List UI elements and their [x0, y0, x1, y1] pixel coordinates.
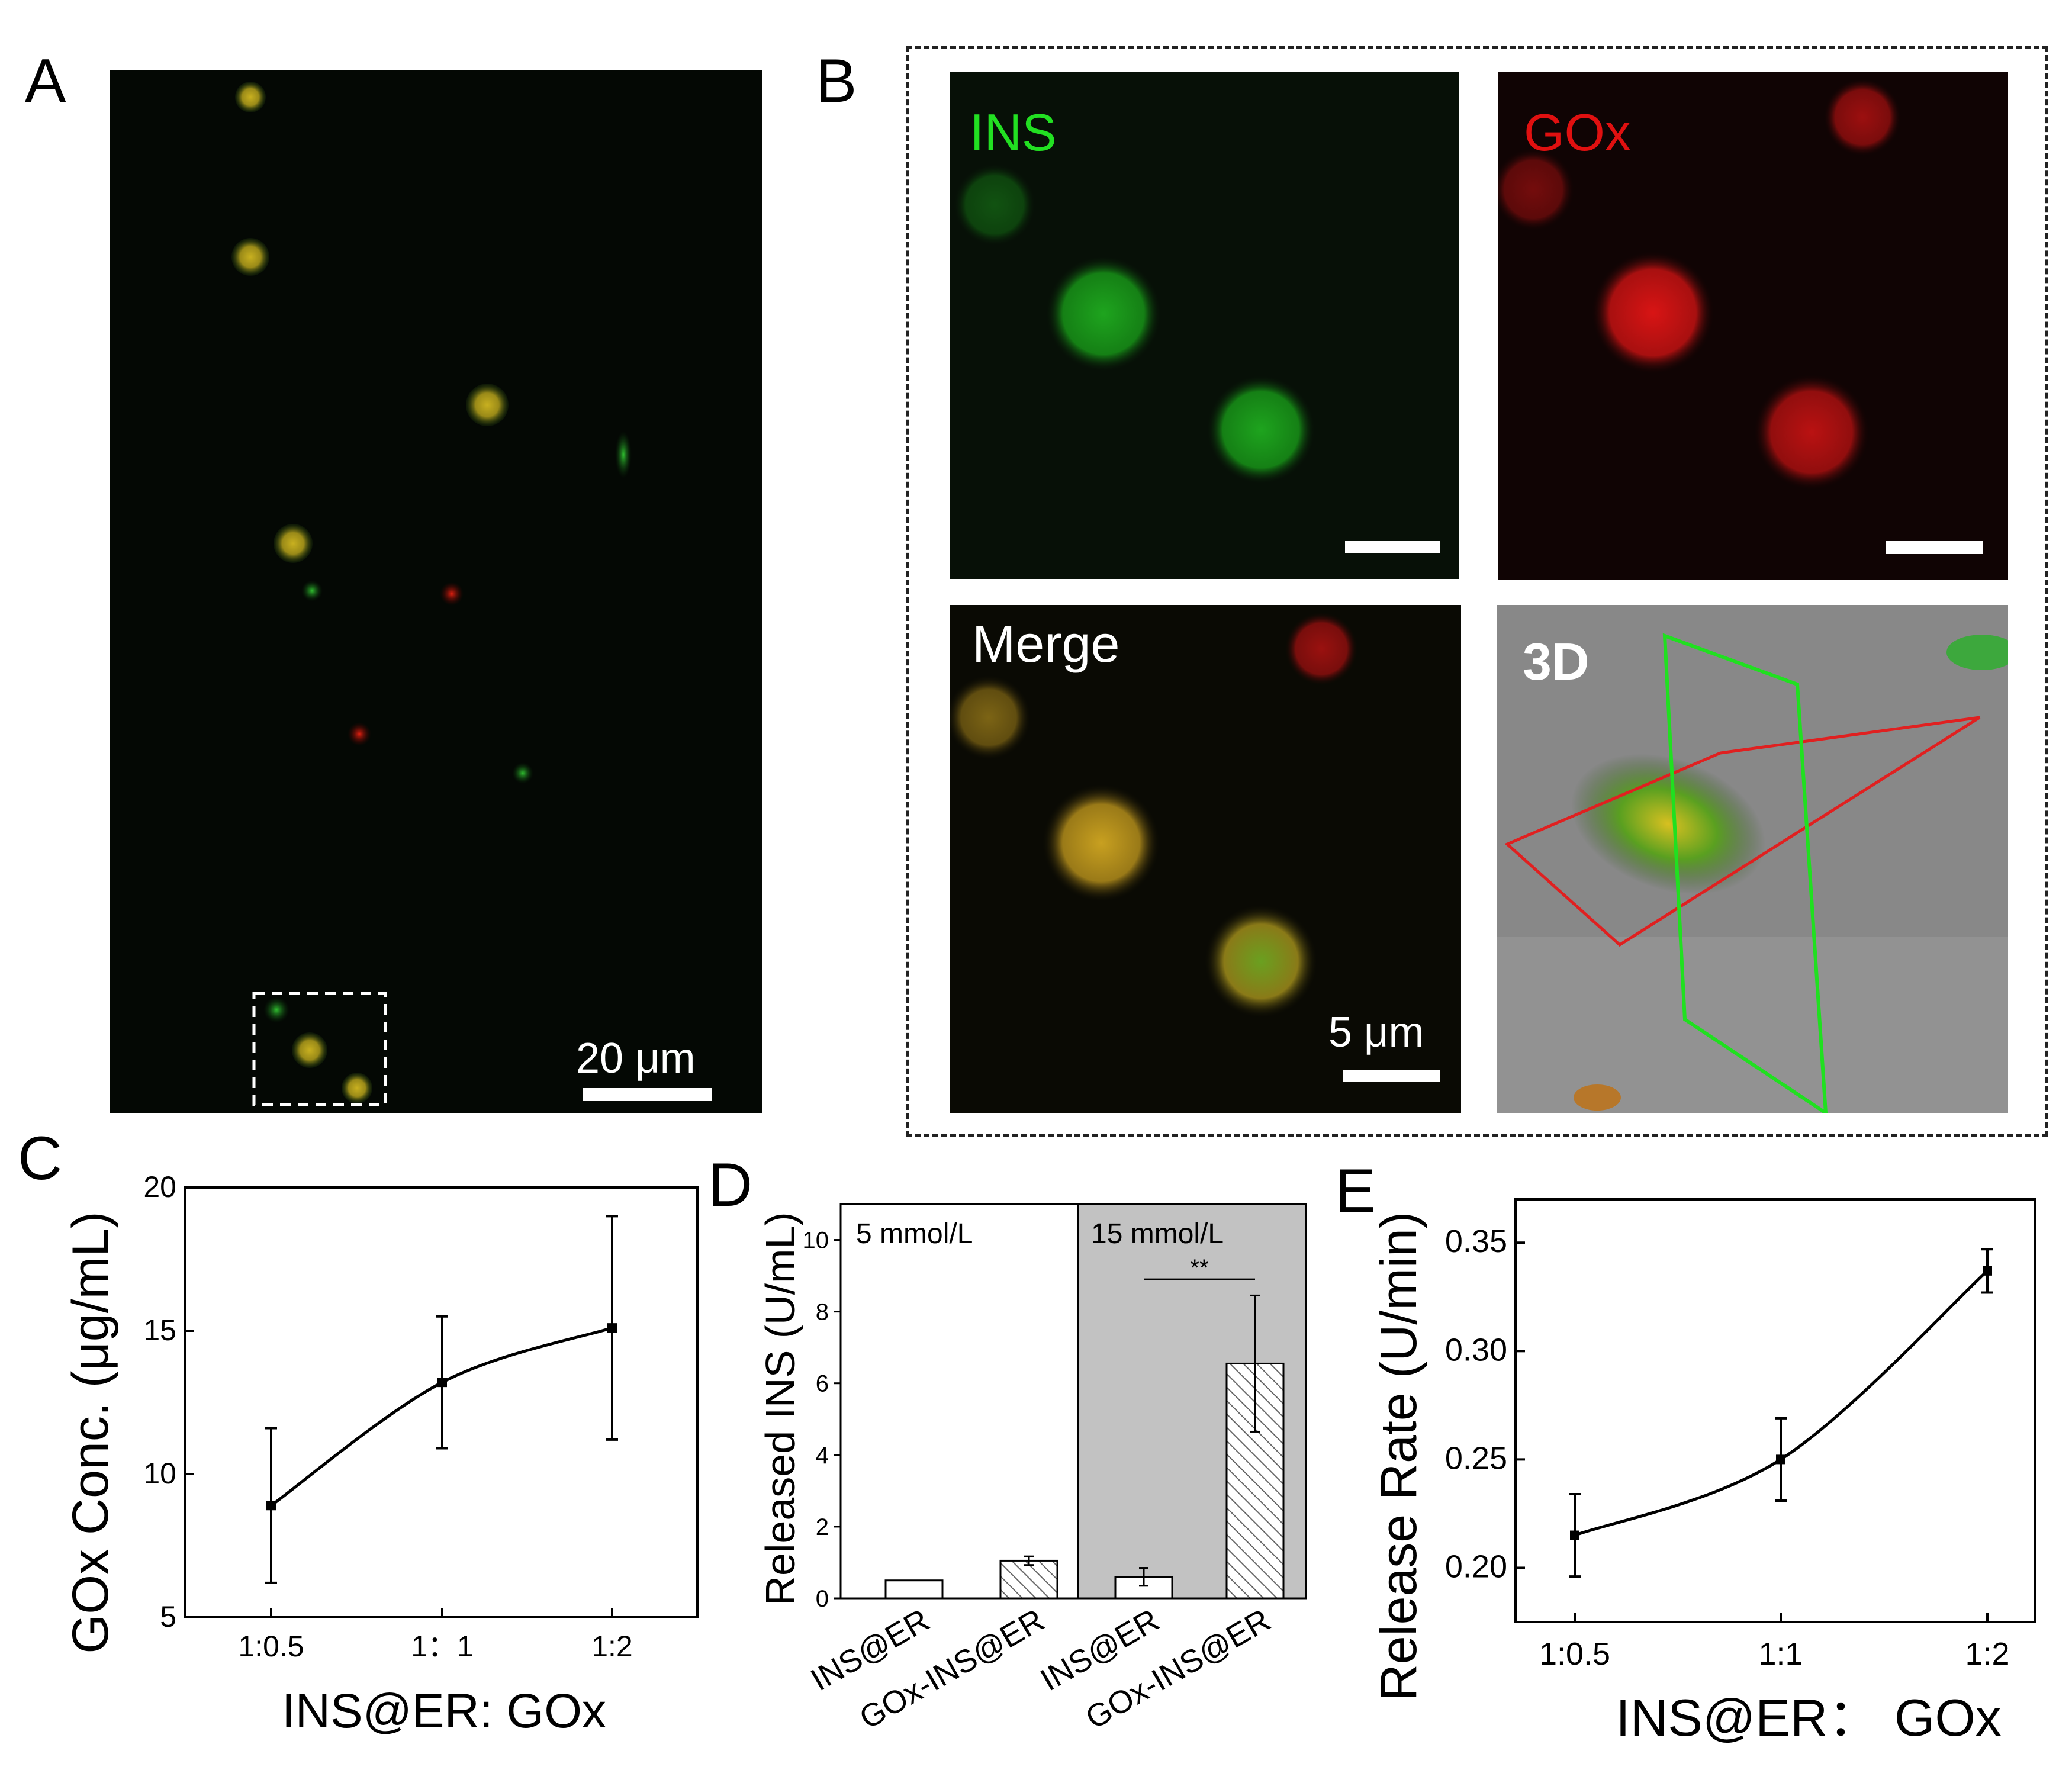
plot-frame	[839, 1203, 1307, 1600]
x-tick-label: 1:1	[1758, 1636, 1803, 1672]
y-tick-label: 0.30	[1445, 1332, 1507, 1367]
ins-channel-label: INS	[970, 103, 1057, 162]
panel-b-frame	[906, 46, 2048, 1137]
y-axis-label: GOx Conc. (μg/mL)	[62, 1211, 119, 1653]
plot-frame	[1514, 1198, 2036, 1623]
green-clipping-plane	[1662, 633, 1828, 1113]
x-axis-label: INS@ER: GOx	[282, 1684, 606, 1738]
scale-bar-label: 5 μm	[1328, 1009, 1424, 1056]
x-tick-label: 1:0.5	[238, 1630, 304, 1663]
cell	[231, 238, 269, 276]
panel-label-e: E	[1335, 1157, 1376, 1225]
red-clipping-plane	[1504, 716, 1981, 947]
gox-channel-label: GOx	[1524, 103, 1631, 162]
x-tick-label: 1:2	[591, 1630, 633, 1663]
cell	[953, 163, 1036, 246]
group-label: 15 mmol/L	[1091, 1218, 1224, 1250]
cell	[292, 1032, 327, 1068]
data-point	[1983, 1266, 1992, 1276]
cell	[512, 762, 533, 784]
x-tick-label: 1:0.5	[1539, 1636, 1610, 1672]
merge-label: Merge	[972, 614, 1120, 673]
gox-cells	[1498, 78, 1983, 554]
cell	[342, 1073, 372, 1103]
zoom-region-box	[252, 992, 387, 1106]
cell	[1574, 1084, 1621, 1111]
merge-micrograph: Merge 5 μm	[950, 605, 1461, 1113]
y-tick-label: 10	[143, 1457, 176, 1490]
y-tick-label: 20	[143, 1170, 176, 1203]
y-tick-label: 5	[160, 1600, 176, 1633]
x-tick-label: GOx-INS@ER	[1080, 1602, 1276, 1736]
cell	[1206, 375, 1315, 484]
cell	[1754, 374, 1870, 490]
data-point	[1570, 1530, 1579, 1540]
data-point	[607, 1323, 617, 1333]
data-point	[266, 1501, 276, 1511]
background-tissue	[1497, 937, 2008, 1113]
panel-label-d: D	[708, 1151, 753, 1219]
bar	[884, 1579, 944, 1600]
y-axis-label: Released INS (U/mL)	[757, 1212, 803, 1605]
y-tick-label: 0	[816, 1586, 829, 1612]
cell	[1591, 251, 1714, 374]
y-tick-label: 6	[816, 1371, 829, 1397]
significance-marker: **	[1190, 1255, 1208, 1281]
cell	[1946, 635, 2008, 670]
gox-micrograph: GOx	[1498, 72, 2008, 580]
ins-cells	[953, 163, 1440, 553]
cell	[466, 384, 509, 426]
y-tick-label: 2	[816, 1514, 829, 1540]
y-tick-label: 0.20	[1445, 1549, 1507, 1584]
scale-bar	[1343, 1070, 1440, 1082]
panel-label-a: A	[25, 47, 66, 115]
data-point	[1776, 1454, 1785, 1465]
cell	[235, 82, 266, 112]
y-axis-label: Release Rate (U/min)	[1370, 1212, 1427, 1701]
three-d-view	[1497, 605, 2008, 1113]
cell	[1285, 612, 1358, 686]
panel-label-b: B	[816, 47, 857, 115]
ins-micrograph: INS	[950, 72, 1459, 579]
y-tick-label: 0.35	[1445, 1224, 1507, 1259]
cell	[348, 722, 371, 746]
cell	[1204, 905, 1318, 1018]
cell	[263, 997, 289, 1023]
x-tick-label: 1：1	[411, 1630, 474, 1663]
y-tick-label: 4	[816, 1443, 829, 1469]
merge-cells	[950, 612, 1440, 1082]
chart-d: Released INS (U/mL) 5 mmol/L 15 mmol/L 0 2 4…	[757, 1203, 1307, 1736]
scale-bar	[1345, 541, 1440, 553]
scale-bar	[1886, 541, 1983, 554]
cell	[1498, 148, 1575, 231]
cell	[950, 675, 1031, 760]
cell	[301, 580, 323, 601]
panel-label-c: C	[18, 1124, 63, 1193]
cell	[615, 431, 632, 478]
y-tick-label: 15	[143, 1314, 176, 1347]
scale-bar-label: 20 μm	[576, 1035, 696, 1082]
panel-a-micrograph: 20 μm	[110, 70, 762, 1113]
y-tick-label: 0.25	[1445, 1440, 1507, 1476]
cell	[1042, 784, 1160, 902]
panel-a-cells	[231, 82, 712, 1106]
scale-bar	[583, 1088, 712, 1101]
y-tick-label: 10	[803, 1228, 829, 1254]
cell	[440, 582, 464, 606]
three-d-label: 3D	[1523, 632, 1590, 691]
x-tick-label: 1:2	[1965, 1636, 2009, 1672]
cell	[1571, 754, 1766, 894]
y-tick-label: 8	[816, 1299, 829, 1325]
x-axis-label: INS@ER： GOx	[1616, 1688, 2002, 1747]
three-d-reconstruction: 3D	[1497, 605, 2008, 1113]
cell	[274, 524, 313, 563]
group-label: 5 mmol/L	[856, 1218, 973, 1250]
cell	[1823, 78, 1902, 156]
chart-e: Release Rate (U/min) INS@ER： GOx 0.20 0.2…	[1370, 1198, 2036, 1747]
bar	[999, 1559, 1058, 1600]
chart-c: GOx Conc. (μg/mL) INS@ER: GOx 5 10 15 20 1:0…	[62, 1170, 699, 1738]
data-point	[437, 1378, 447, 1388]
cell	[1045, 256, 1162, 372]
